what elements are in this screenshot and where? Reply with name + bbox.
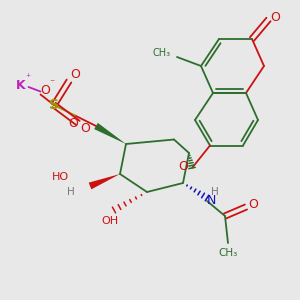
Text: O: O: [270, 11, 280, 24]
Text: OH: OH: [101, 215, 118, 226]
Text: O: O: [249, 197, 258, 211]
Text: H: H: [211, 187, 218, 197]
Text: O: O: [69, 117, 78, 130]
Text: O: O: [178, 160, 188, 173]
Text: HO: HO: [52, 172, 69, 182]
Text: CH₃: CH₃: [218, 248, 238, 259]
Text: N: N: [207, 194, 216, 208]
Text: O: O: [81, 122, 90, 136]
Text: O: O: [70, 68, 80, 82]
Text: CH₃: CH₃: [153, 48, 171, 59]
Text: S: S: [49, 98, 59, 112]
Polygon shape: [89, 174, 120, 189]
Polygon shape: [94, 123, 126, 144]
Text: K: K: [16, 79, 26, 92]
Text: H: H: [67, 187, 75, 197]
Text: ⁺: ⁺: [25, 73, 30, 83]
Text: ⁻: ⁻: [49, 78, 54, 88]
Text: O: O: [40, 83, 50, 97]
